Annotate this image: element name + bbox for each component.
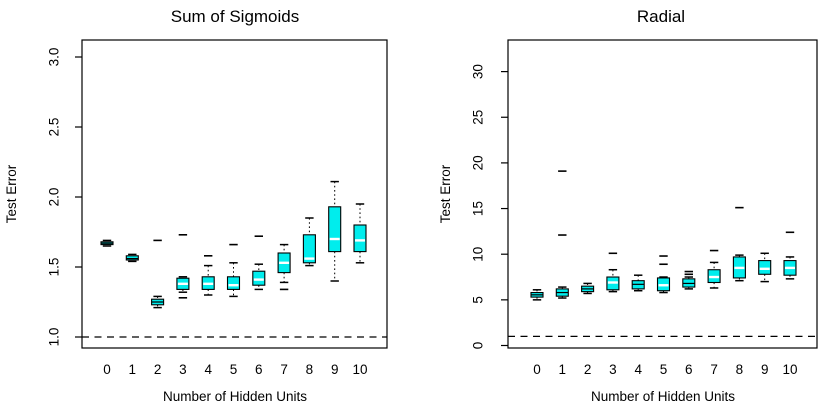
boxplot-hu-4 bbox=[201, 255, 215, 296]
x-tick-label: 6 bbox=[255, 362, 263, 377]
median-line bbox=[253, 278, 264, 281]
iqr-box bbox=[302, 234, 316, 264]
y-tick-label: 1.0 bbox=[47, 328, 62, 347]
left-panel-plot-area: 1.0 1.5 2.0 2.5 3.0 0 1 2 3 4 5 6 7 8 9 10 bbox=[47, 39, 388, 377]
median-line bbox=[658, 284, 669, 287]
boxplot-hu-7 bbox=[707, 249, 721, 289]
panel-frame bbox=[81, 39, 388, 349]
boxplot-hu-8 bbox=[732, 206, 746, 282]
median-line bbox=[355, 239, 365, 242]
boxplot-hu-7 bbox=[277, 243, 291, 291]
boxplot-hu-6 bbox=[252, 235, 266, 291]
median-line bbox=[203, 282, 214, 285]
y-tick-label: 1.5 bbox=[47, 258, 62, 277]
x-tick-label: 3 bbox=[179, 362, 187, 377]
x-tick-label: 3 bbox=[609, 362, 617, 377]
median-line bbox=[759, 267, 770, 271]
x-tick-label: 9 bbox=[331, 362, 339, 377]
boxplot-hu-3 bbox=[606, 252, 620, 293]
right-y-axis-label: Test Error bbox=[438, 164, 453, 223]
right-panel-title: Radial bbox=[637, 7, 685, 26]
x-tick-label: 8 bbox=[306, 362, 314, 377]
x-tick-label: 4 bbox=[634, 362, 642, 377]
iqr-box bbox=[328, 206, 342, 253]
left-y-axis-label: Test Error bbox=[4, 164, 19, 223]
x-tick-label: 7 bbox=[710, 362, 718, 377]
y-tick-label: 2.0 bbox=[47, 188, 62, 207]
boxplot-hu-9 bbox=[328, 180, 342, 282]
boxplot-hu-0 bbox=[530, 289, 544, 301]
panel-sum-of-sigmoids: Sum of Sigmoids Test Error Number of Hid… bbox=[4, 7, 388, 404]
median-line bbox=[785, 266, 795, 270]
boxplot-hu-10 bbox=[353, 203, 367, 264]
median-line bbox=[279, 261, 290, 264]
boxplot-hu-10 bbox=[783, 231, 797, 280]
x-tick-label: 8 bbox=[736, 362, 744, 377]
x-tick-label: 0 bbox=[103, 362, 111, 377]
boxplot-hu-2 bbox=[151, 239, 165, 309]
boxplot-hu-2 bbox=[581, 282, 595, 295]
x-tick-label: 5 bbox=[660, 362, 668, 377]
median-line bbox=[734, 266, 745, 270]
iqr-box bbox=[226, 276, 241, 290]
panel-radial: Radial Test Error Number of Hidden Units… bbox=[438, 7, 818, 404]
x-tick-label: 1 bbox=[129, 362, 137, 377]
median-line bbox=[709, 275, 720, 279]
panel-frame bbox=[507, 39, 818, 349]
y-tick-label: 10 bbox=[471, 247, 486, 262]
median-line bbox=[304, 257, 315, 260]
x-tick-label: 4 bbox=[204, 362, 212, 377]
boxplot-hu-8 bbox=[302, 217, 316, 267]
boxplot-hu-9 bbox=[758, 252, 772, 283]
x-tick-label: 10 bbox=[782, 362, 797, 377]
boxplot-hu-4 bbox=[631, 274, 645, 292]
y-tick-label: 25 bbox=[471, 110, 486, 125]
left-x-axis-label: Number of Hidden Units bbox=[163, 389, 307, 404]
iqr-box bbox=[252, 270, 266, 286]
x-tick-label: 1 bbox=[559, 362, 567, 377]
median-line bbox=[228, 284, 239, 287]
median-line bbox=[329, 237, 340, 241]
median-line bbox=[607, 281, 618, 284]
boxplot-hu-1 bbox=[555, 170, 569, 299]
boxplot-hu-3 bbox=[176, 234, 190, 299]
boxplot-hu-5 bbox=[226, 243, 241, 298]
y-tick-label: 3.0 bbox=[47, 48, 62, 67]
y-tick-label: 5 bbox=[471, 296, 486, 304]
boxplot-hu-1 bbox=[125, 253, 139, 263]
right-x-axis-label: Number of Hidden Units bbox=[591, 389, 735, 404]
y-tick-label: 0 bbox=[471, 342, 486, 350]
boxplot-hu-6 bbox=[682, 270, 696, 290]
boxplot-hu-5 bbox=[656, 255, 671, 294]
x-tick-label: 0 bbox=[533, 362, 541, 377]
y-tick-label: 2.5 bbox=[47, 118, 62, 137]
right-panel-plot-area: 0 5 10 15 20 25 30 0 1 2 3 4 5 6 7 8 9 10 bbox=[471, 39, 818, 377]
y-tick-label: 30 bbox=[471, 64, 486, 79]
x-tick-label: 6 bbox=[685, 362, 693, 377]
iqr-box bbox=[353, 224, 367, 253]
left-panel-title: Sum of Sigmoids bbox=[171, 7, 300, 26]
x-tick-label: 7 bbox=[280, 362, 288, 377]
x-tick-label: 5 bbox=[230, 362, 238, 377]
y-tick-label: 20 bbox=[471, 155, 486, 170]
x-tick-label: 9 bbox=[761, 362, 769, 377]
median-line bbox=[177, 282, 188, 285]
boxplot-hu-0 bbox=[100, 239, 114, 247]
y-tick-label: 15 bbox=[471, 201, 486, 216]
x-tick-label: 10 bbox=[352, 362, 367, 377]
iqr-box bbox=[758, 260, 772, 275]
iqr-box bbox=[125, 255, 139, 261]
x-tick-label: 2 bbox=[584, 362, 592, 377]
x-tick-label: 2 bbox=[154, 362, 162, 377]
